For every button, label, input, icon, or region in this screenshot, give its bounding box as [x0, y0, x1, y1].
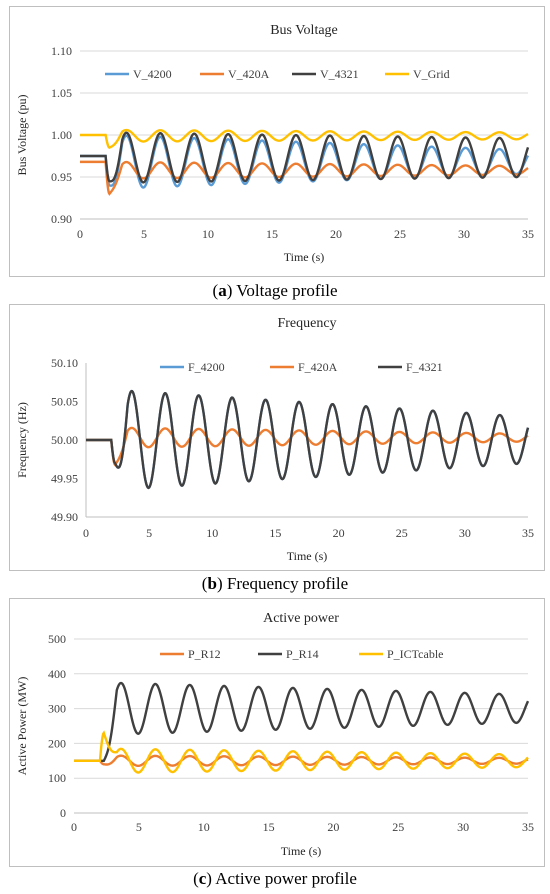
chart-title: Active power [263, 611, 339, 626]
y-tick-label: 50.00 [51, 433, 78, 447]
y-axis-label: Frequency (Hz) [15, 402, 29, 478]
y-tick-label: 400 [48, 667, 66, 681]
legend-entry: V_420A [228, 67, 270, 81]
x-tick-label: 10 [206, 526, 218, 540]
y-tick-label: 0.90 [51, 212, 72, 226]
y-tick-label: 49.90 [51, 510, 78, 524]
y-tick-label: 300 [48, 702, 66, 716]
y-tick-label: 1.00 [51, 128, 72, 142]
legend-entry: V_Grid [413, 67, 450, 81]
legend-entry: F_420A [298, 360, 338, 374]
x-tick-label: 35 [522, 820, 534, 834]
legend-entry: P_R14 [286, 647, 319, 661]
power-caption: (c) Active power profile [193, 869, 357, 888]
voltage-chart-panel: Bus Voltage 0.90 0.95 1.00 1.05 1.10 0 5 10 15 20 2… [9, 6, 545, 277]
legend-entry: P_ICTcable [387, 647, 443, 661]
y-tick-label: 200 [48, 736, 66, 750]
x-tick-label: 20 [327, 820, 339, 834]
x-axis-label: Time (s) [287, 549, 328, 563]
series-line-p-r14 [74, 681, 530, 762]
chart-title: Frequency [277, 316, 336, 331]
x-tick-label: 5 [136, 820, 142, 834]
x-axis-label: Time (s) [281, 844, 322, 858]
power-caption-letter: c [198, 869, 207, 888]
y-tick-label: 100 [48, 771, 66, 785]
frequency-caption-letter: b [207, 574, 217, 593]
x-tick-label: 30 [459, 526, 471, 540]
x-tick-label: 0 [77, 227, 83, 241]
frequency-caption-text: Frequency profile [226, 574, 349, 593]
voltage-chart: Bus Voltage 0.90 0.95 1.00 1.05 1.10 0 5 10 15 20 2… [15, 23, 534, 264]
x-axis-label: Time (s) [284, 250, 325, 264]
frequency-chart-panel: Frequency 49.90 49.95 50.00 50.05 50.10 0 5 10 15… [9, 304, 545, 571]
y-tick-label: 49.95 [51, 472, 78, 486]
x-tick-label: 15 [263, 820, 275, 834]
x-tick-label: 10 [202, 227, 214, 241]
x-tick-label: 35 [522, 227, 534, 241]
chart-title: Bus Voltage [270, 23, 338, 38]
power-chart-panel: Active power 0 100 200 300 400 500 0 5 10 15 20 25 30… [9, 598, 545, 867]
frequency-caption: (b) Frequency profile [201, 574, 349, 593]
y-tick-label: 1.05 [51, 86, 72, 100]
legend-entry: P_R12 [188, 647, 221, 661]
x-tick-label: 30 [457, 820, 469, 834]
x-tick-label: 20 [333, 526, 345, 540]
series-line-v-grid [80, 128, 529, 149]
voltage-caption-text: Voltage profile [236, 281, 338, 300]
legend-entry: F_4321 [406, 360, 443, 374]
x-tick-label: 25 [392, 820, 404, 834]
y-tick-label: 50.10 [51, 356, 78, 370]
x-tick-label: 5 [146, 526, 152, 540]
y-tick-label: 50.05 [51, 395, 78, 409]
x-tick-label: 35 [522, 526, 534, 540]
x-tick-label: 15 [266, 227, 278, 241]
x-tick-label: 5 [141, 227, 147, 241]
legend-entry: V_4200 [133, 67, 172, 81]
y-axis-label: Bus Voltage (pu) [15, 95, 29, 176]
voltage-caption: (a) Voltage profile [212, 281, 338, 300]
x-tick-label: 30 [458, 227, 470, 241]
x-tick-label: 25 [396, 526, 408, 540]
x-tick-label: 10 [198, 820, 210, 834]
x-tick-label: 25 [394, 227, 406, 241]
x-tick-label: 20 [330, 227, 342, 241]
y-tick-label: 0.95 [51, 170, 72, 184]
y-tick-label: 1.10 [51, 44, 72, 58]
y-axis-label: Active Power (MW) [15, 677, 29, 776]
series-line-v-4321 [80, 131, 530, 184]
power-caption-text: Active power profile [215, 869, 357, 888]
voltage-caption-letter: a [218, 281, 227, 300]
legend-entry: F_4200 [188, 360, 225, 374]
power-chart: Active power 0 100 200 300 400 500 0 5 10 15 20 25 30… [15, 611, 534, 858]
x-tick-label: 0 [83, 526, 89, 540]
x-tick-label: 15 [269, 526, 281, 540]
frequency-chart: Frequency 49.90 49.95 50.00 50.05 50.10 0 5 10 15… [15, 316, 534, 563]
y-tick-label: 500 [48, 632, 66, 646]
y-tick-label: 0 [60, 806, 66, 820]
x-tick-label: 0 [71, 820, 77, 834]
legend-entry: V_4321 [320, 67, 359, 81]
series-line-p-ictcable [74, 730, 529, 774]
series-line-f-4321 [86, 389, 530, 490]
